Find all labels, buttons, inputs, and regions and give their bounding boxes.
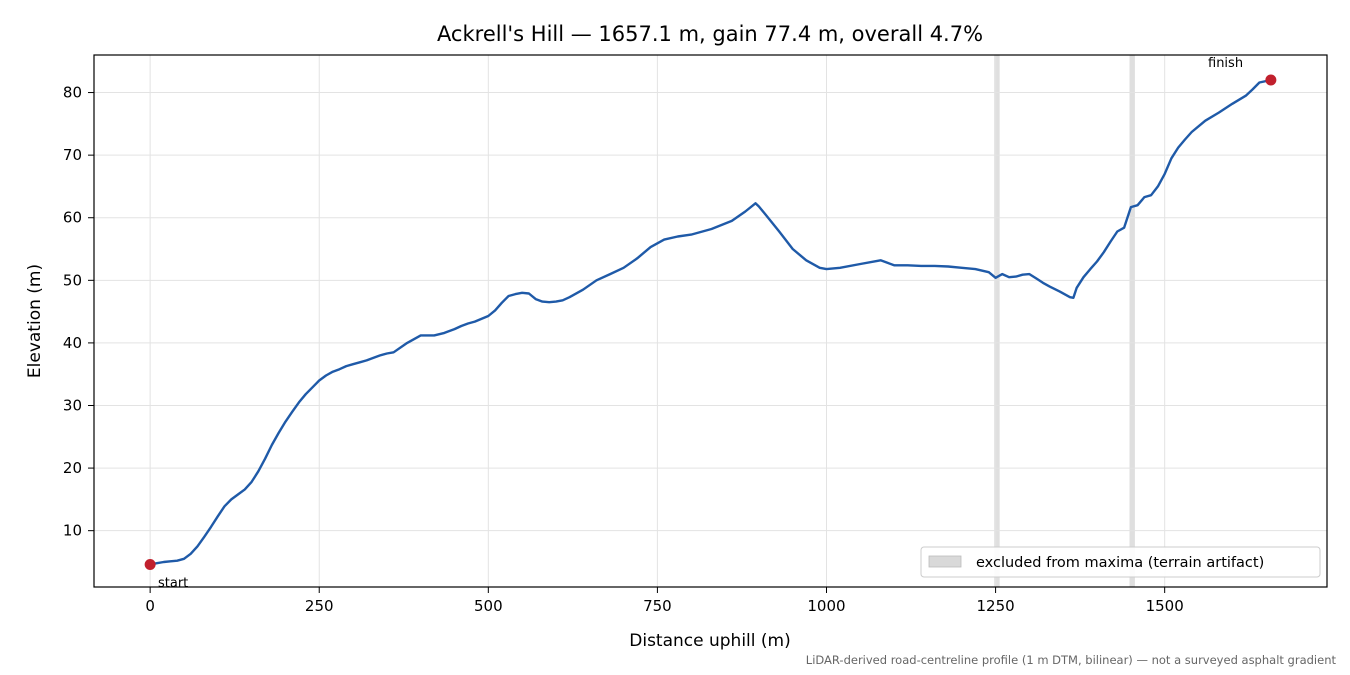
y-tick-label: 80 (63, 84, 82, 102)
elevation-profile-line (149, 78, 1272, 566)
excluded-band-1 (994, 55, 1000, 587)
x-tick-label: 1250 (976, 597, 1014, 615)
x-tick-label: 750 (643, 597, 672, 615)
finish-annotation: finish (1208, 56, 1243, 71)
legend-label: excluded from maxima (terrain artifact) (976, 555, 1264, 571)
grid-lines (94, 55, 1327, 587)
excluded-band-2 (1129, 55, 1135, 587)
x-tick-label: 500 (474, 597, 503, 615)
y-tick-label: 20 (63, 459, 82, 477)
legend: excluded from maxima (terrain artifact) (920, 546, 1321, 578)
y-tick-label: 60 (63, 209, 82, 227)
y-tick-label: 70 (63, 146, 82, 164)
legend-box (920, 546, 1321, 578)
chart-title: Ackrell's Hill — 1657.1 m, gain 77.4 m, … (437, 22, 983, 46)
plot-frame (93, 54, 1328, 588)
axis-ticks: 0 250 500 750 1000 1250 1500 10 20 30 40 50 60 70 80 (63, 84, 1184, 615)
x-tick-label: 1000 (807, 597, 845, 615)
start-marker (144, 558, 156, 570)
footnote: LiDAR-derived road-centreline profile (1… (806, 653, 1337, 667)
x-tick-label: 0 (145, 597, 155, 615)
y-tick-label: 40 (63, 334, 82, 352)
finish-marker (1265, 74, 1277, 86)
y-tick-label: 50 (63, 271, 82, 289)
endpoint-markers (144, 74, 1277, 570)
legend-swatch (928, 555, 962, 568)
y-tick-label: 30 (63, 396, 82, 414)
x-tick-label: 1500 (1146, 597, 1184, 615)
y-axis-label: Elevation (m) (25, 264, 45, 378)
x-tick-label: 250 (305, 597, 334, 615)
x-axis-label: Distance uphill (m) (629, 631, 790, 651)
excluded-bands (994, 55, 1135, 587)
y-tick-label: 10 (63, 522, 82, 540)
start-annotation: start (158, 576, 188, 591)
